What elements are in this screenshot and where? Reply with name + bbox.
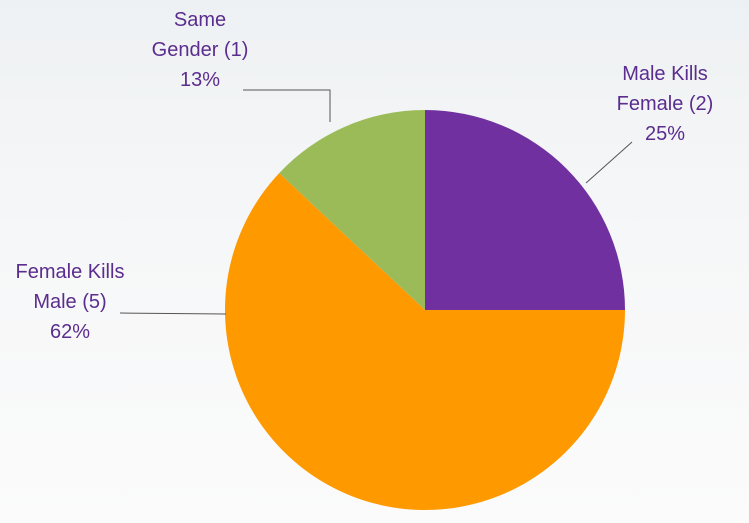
slice-label: Male Kills Female (2)25%: [605, 59, 725, 149]
slice-name: Same Gender (1): [145, 5, 255, 65]
pie-slice: [425, 110, 625, 310]
slice-percent: 25%: [605, 119, 725, 149]
slice-label: Same Gender (1)13%: [145, 5, 255, 95]
slice-name: Female Kills Male (5): [0, 257, 140, 317]
slice-label: Female Kills Male (5)62%: [0, 257, 140, 347]
leader-line: [243, 90, 330, 122]
slice-percent: 62%: [0, 317, 140, 347]
slice-percent: 13%: [145, 65, 255, 95]
chart: Male Kills Female (2)25% Female Kills Mal…: [0, 0, 749, 523]
slice-name: Male Kills Female (2): [605, 59, 725, 119]
